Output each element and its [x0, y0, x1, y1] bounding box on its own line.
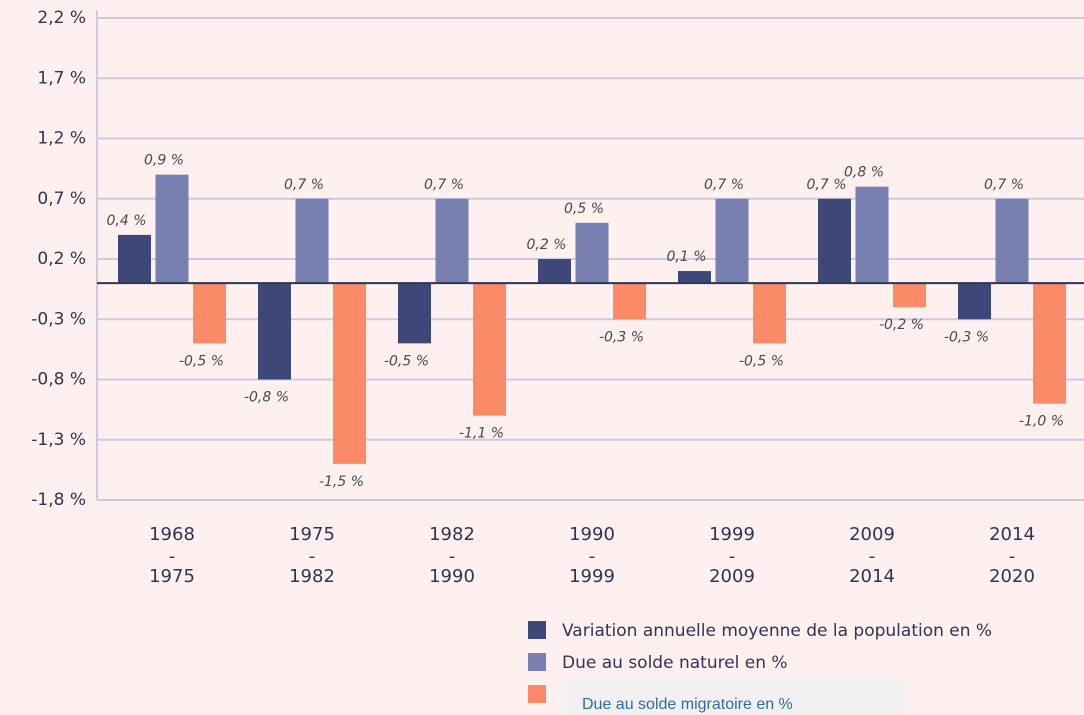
x-tick-label: 1975 [149, 566, 195, 587]
value-label: 0,7 % [424, 177, 464, 193]
bar [715, 198, 749, 284]
legend-label: Due au solde migratoire en % [582, 696, 793, 713]
x-tick-label: - [309, 546, 316, 567]
value-label: 0,7 % [284, 177, 324, 193]
legend-label: Variation annuelle moyenne de la populat… [562, 621, 992, 641]
x-tick-label: 2014 [989, 524, 1035, 545]
bar [818, 198, 851, 284]
bar [753, 283, 786, 344]
x-tick-label: 1982 [429, 524, 475, 545]
bar [855, 186, 889, 284]
value-label: 0,1 % [666, 249, 706, 265]
value-label: 0,7 % [806, 177, 846, 193]
x-tick-label: 1968 [149, 524, 195, 545]
x-tick-label: - [729, 546, 736, 567]
bar [398, 283, 431, 344]
bar [333, 283, 366, 464]
y-tick-label: 0,2 % [37, 249, 86, 269]
value-label: -0,2 % [879, 317, 924, 333]
x-tick-label: - [169, 546, 176, 567]
value-label: 0,4 % [106, 213, 146, 229]
x-tick-label: 2009 [709, 566, 755, 587]
x-tick-label: 1990 [429, 566, 475, 587]
x-tick-label: - [1009, 546, 1016, 567]
bar [1033, 283, 1066, 404]
x-tick-label: 1990 [569, 524, 615, 545]
value-label: -0,5 % [179, 353, 224, 369]
value-label: -0,3 % [944, 329, 989, 345]
x-tick-label: 2009 [849, 524, 895, 545]
legend-swatch [528, 621, 546, 639]
bar [678, 271, 711, 284]
value-label: 0,5 % [564, 201, 604, 217]
legend-label: Due au solde naturel en % [562, 653, 788, 673]
value-label: 0,7 % [704, 177, 744, 193]
bar [613, 283, 646, 320]
x-tick-label: 2020 [989, 566, 1035, 587]
value-label: -0,5 % [384, 353, 429, 369]
legend-swatch [528, 653, 546, 671]
bar [538, 259, 571, 284]
value-label: 0,7 % [984, 177, 1024, 193]
bar [193, 283, 226, 344]
x-tick-label: 1975 [289, 524, 335, 545]
bar [118, 234, 151, 284]
bar [575, 222, 609, 284]
value-label: 0,9 % [144, 153, 184, 169]
y-tick-label: 2,2 % [37, 8, 86, 28]
y-tick-label: -1,3 % [31, 430, 86, 450]
bar [893, 283, 926, 308]
legend-highlight [561, 680, 905, 715]
y-tick-label: -1,8 % [31, 490, 86, 510]
y-tick-label: 1,7 % [37, 68, 86, 88]
y-tick-label: 0,7 % [37, 189, 86, 209]
x-tick-label: - [449, 546, 456, 567]
value-label: -0,3 % [599, 329, 644, 345]
y-tick-label: -0,3 % [31, 309, 86, 329]
bar [155, 174, 189, 284]
bar [435, 198, 469, 284]
value-label: 0,2 % [526, 237, 566, 253]
x-tick-label: - [589, 546, 596, 567]
bar [295, 198, 329, 284]
value-label: -0,5 % [739, 353, 784, 369]
legend-swatch [528, 685, 546, 703]
x-tick-label: - [869, 546, 876, 567]
x-tick-label: 1999 [569, 566, 615, 587]
y-tick-label: -0,8 % [31, 370, 86, 390]
value-label: 0,8 % [844, 165, 884, 181]
bar [958, 283, 991, 320]
bar [995, 198, 1029, 284]
value-label: -1,1 % [459, 426, 504, 442]
value-label: -1,5 % [319, 474, 364, 490]
value-label: -0,8 % [244, 390, 289, 406]
x-tick-label: 1999 [709, 524, 755, 545]
value-label: -1,0 % [1019, 414, 1064, 430]
x-tick-label: 2014 [849, 566, 895, 587]
x-tick-label: 1982 [289, 566, 335, 587]
bar [473, 283, 506, 416]
y-tick-label: 1,2 % [37, 129, 86, 149]
bar [258, 283, 291, 380]
